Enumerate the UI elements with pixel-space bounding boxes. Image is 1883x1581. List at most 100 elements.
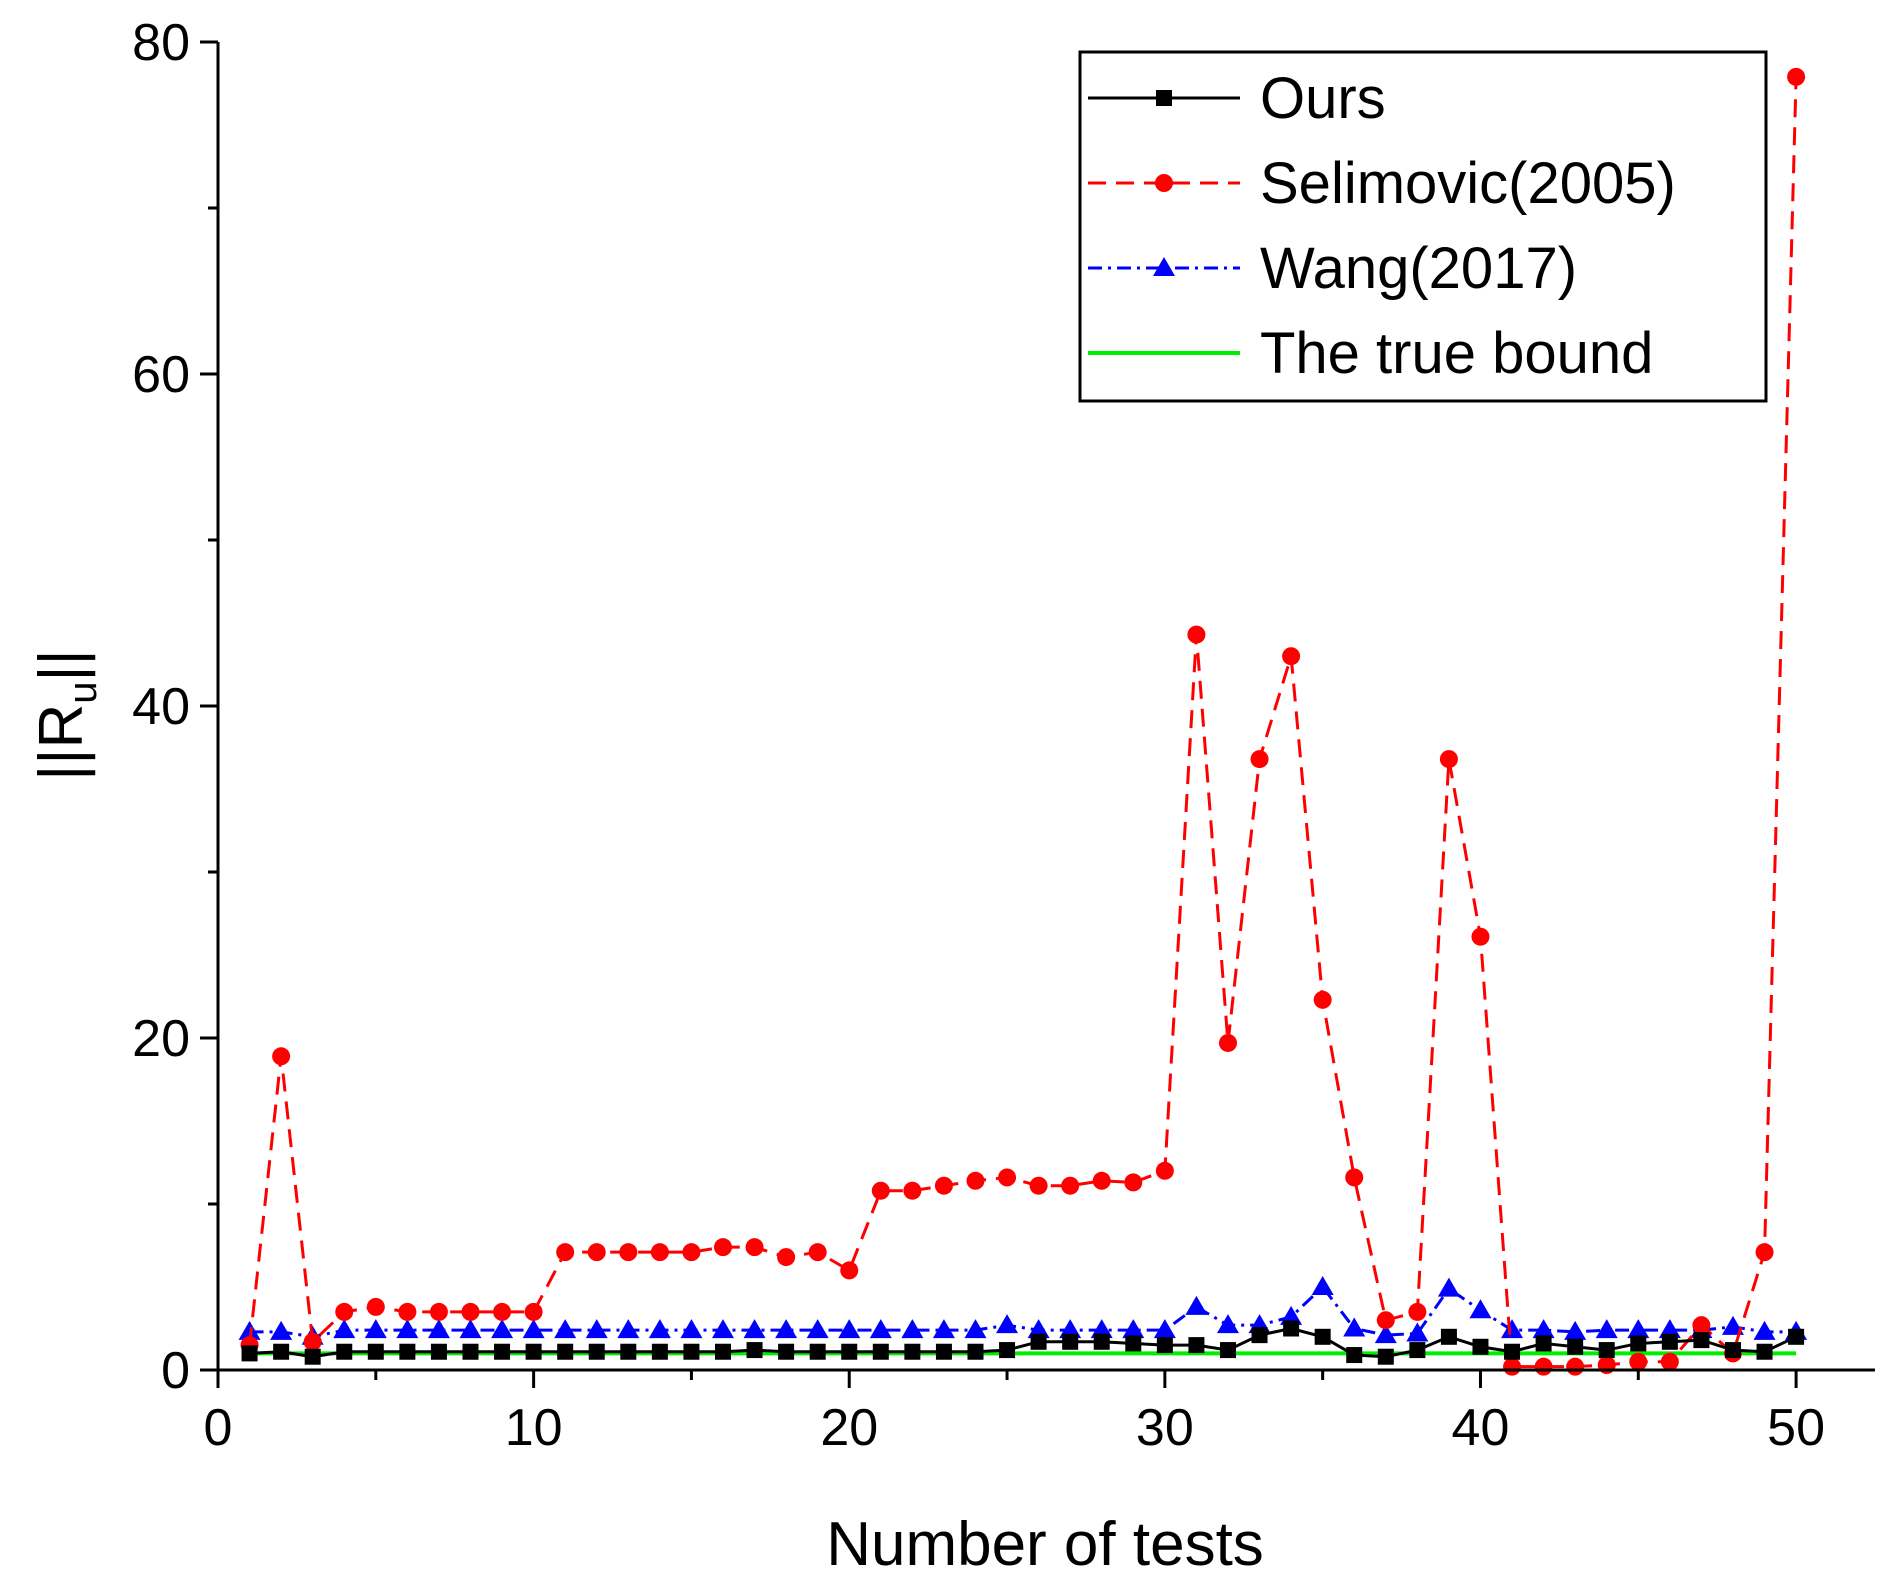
data-point-wang-2017 [680,1319,703,1339]
data-point-ours [430,1343,447,1360]
data-point-ours [778,1343,795,1360]
data-point-wang-2017 [869,1319,892,1339]
y-tick-label: 40 [132,678,190,736]
data-point-ours [935,1343,952,1360]
data-point-ours [999,1342,1016,1359]
data-point-ours [1567,1338,1584,1355]
data-point-ours [683,1343,700,1360]
data-point-wang-2017 [1280,1305,1303,1325]
series-ours [241,1320,1805,1365]
data-point-wang-2017 [1753,1320,1776,1340]
data-point-selimovic-2005 [461,1302,480,1321]
data-point-selimovic-2005 [682,1243,701,1262]
data-point-ours [1314,1328,1331,1345]
data-point-wang-2017 [554,1319,577,1339]
data-point-ours [462,1343,479,1360]
data-point-selimovic-2005 [1629,1352,1648,1371]
data-point-selimovic-2005 [398,1302,417,1321]
data-point-wang-2017 [459,1319,482,1339]
legend-label-selimovic-2005: Selimovic(2005) [1260,151,1676,216]
legend-marker-selimovic-2005 [1155,174,1173,192]
data-point-wang-2017 [711,1319,734,1339]
data-point-ours [1788,1328,1805,1345]
data-point-wang-2017 [238,1320,261,1340]
data-point-selimovic-2005 [429,1302,448,1321]
data-point-selimovic-2005 [1124,1173,1143,1192]
data-point-ours [494,1343,511,1360]
data-point-selimovic-2005 [1408,1302,1427,1321]
data-point-wang-2017 [1595,1319,1618,1339]
data-point-selimovic-2005 [1061,1176,1080,1195]
data-point-ours [1251,1327,1268,1344]
series-wang-2017 [238,1276,1808,1345]
data-point-selimovic-2005 [1187,625,1206,644]
data-point-wang-2017 [1469,1299,1492,1319]
data-point-ours [557,1343,574,1360]
data-point-wang-2017 [964,1319,987,1339]
legend-marker-ours [1156,90,1172,106]
data-point-selimovic-2005 [745,1238,764,1257]
data-point-ours [1219,1342,1236,1359]
data-point-ours [1409,1342,1426,1359]
data-point-ours [1693,1332,1710,1349]
x-tick-label: 30 [1136,1399,1194,1457]
data-point-ours [1283,1320,1300,1337]
data-point-ours [367,1343,384,1360]
data-point-selimovic-2005 [587,1243,606,1262]
data-point-wang-2017 [1532,1319,1555,1339]
x-tick-label: 50 [1767,1399,1825,1457]
data-point-wang-2017 [1311,1276,1334,1295]
data-point-ours [967,1343,984,1360]
data-point-selimovic-2005 [1534,1357,1553,1376]
data-point-selimovic-2005 [1503,1357,1522,1376]
data-point-selimovic-2005 [1313,990,1332,1009]
data-point-wang-2017 [1216,1314,1239,1334]
data-point-ours [1093,1333,1110,1350]
data-point-ours [1756,1343,1773,1360]
data-point-wang-2017 [1437,1277,1460,1297]
data-point-wang-2017 [1627,1319,1650,1339]
data-point-ours [841,1343,858,1360]
y-tick-label: 80 [132,14,190,72]
data-point-wang-2017 [1721,1315,1744,1335]
data-point-selimovic-2005 [903,1181,922,1200]
data-point-ours [588,1343,605,1360]
data-point-wang-2017 [1658,1319,1681,1339]
data-point-wang-2017 [1374,1324,1397,1344]
data-point-ours [1724,1342,1741,1359]
legend: Ours Selimovic(2005) Wang(2017) The true bo… [1078,50,1768,403]
data-point-selimovic-2005 [650,1243,669,1262]
data-point-selimovic-2005 [1692,1316,1711,1335]
data-point-ours [1440,1328,1457,1345]
data-point-ours [1504,1343,1521,1360]
data-point-ours [651,1343,668,1360]
data-point-selimovic-2005 [366,1297,385,1316]
data-point-wang-2017 [901,1319,924,1339]
data-point-wang-2017 [1122,1319,1145,1339]
data-point-ours [1377,1348,1394,1365]
data-point-wang-2017 [333,1319,356,1339]
data-point-wang-2017 [427,1319,450,1339]
data-point-selimovic-2005 [871,1181,890,1200]
data-point-wang-2017 [1343,1317,1366,1337]
data-point-wang-2017 [1090,1319,1113,1339]
data-point-selimovic-2005 [808,1243,827,1262]
data-point-ours [1062,1333,1079,1350]
legend-label-the-true-bound: The true bound [1260,321,1653,386]
data-point-selimovic-2005 [493,1302,512,1321]
data-point-selimovic-2005 [272,1047,291,1066]
data-point-ours [872,1343,889,1360]
data-point-selimovic-2005 [1755,1243,1774,1262]
data-point-ours [304,1348,321,1365]
data-point-selimovic-2005 [1660,1352,1679,1371]
data-point-wang-2017 [838,1319,861,1339]
data-point-wang-2017 [1185,1295,1208,1315]
data-point-ours [1346,1347,1363,1364]
data-point-ours [525,1343,542,1360]
y-tick-label: 60 [132,346,190,404]
data-point-ours [336,1343,353,1360]
legend-marker-wang-2017 [1153,257,1175,276]
data-point-selimovic-2005 [998,1168,1017,1187]
data-point-wang-2017 [996,1314,1019,1334]
legend-box [1078,50,1768,403]
